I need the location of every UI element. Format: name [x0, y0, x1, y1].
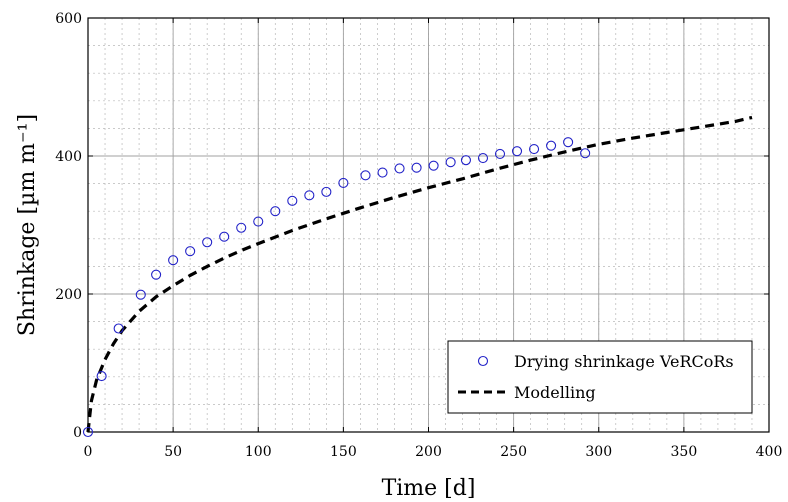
x-tick-label: 250	[500, 444, 527, 460]
data-point	[253, 216, 264, 227]
data-point	[445, 157, 456, 168]
data-point	[135, 289, 146, 300]
data-point	[96, 371, 107, 382]
data-point	[304, 190, 315, 201]
data-point	[428, 160, 439, 171]
modelling-line	[86, 115, 753, 433]
legend: Drying shrinkage VeRCoRs Modelling	[447, 340, 753, 414]
y-tick-label: 200	[55, 287, 82, 303]
data-point	[185, 246, 196, 257]
data-point	[168, 255, 179, 266]
legend-marker-icon	[477, 355, 489, 367]
data-point	[151, 269, 162, 280]
tick-labels: 0 50 100 150 200 250 300 350 400 0 200 400 600	[55, 11, 782, 460]
x-tick-label: 150	[330, 444, 357, 460]
data-point	[82, 426, 94, 438]
data-point	[477, 153, 489, 164]
data-point	[460, 155, 472, 166]
data-point	[377, 167, 388, 178]
y-tick-label: 400	[55, 149, 82, 165]
data-point	[529, 144, 540, 155]
data-point	[411, 162, 422, 173]
data-point	[321, 186, 332, 197]
data-point	[394, 163, 405, 174]
data-point	[287, 195, 298, 206]
legend-label-modelling: Modelling	[514, 383, 596, 402]
x-tick-label: 200	[415, 444, 442, 460]
drying-shrinkage-series	[82, 137, 591, 438]
y-tick-label: 0	[73, 425, 82, 441]
modelling-series	[86, 115, 753, 433]
data-point	[511, 146, 523, 157]
x-tick-label: 400	[756, 444, 783, 460]
x-axis-label: Time [d]	[382, 476, 476, 501]
x-tick-label: 100	[245, 444, 272, 460]
y-tick-label: 600	[55, 11, 82, 27]
data-point	[270, 206, 281, 217]
legend-label-drying-shrinkage: Drying shrinkage VeRCoRs	[514, 352, 734, 371]
data-point	[494, 148, 506, 159]
data-point	[580, 148, 591, 159]
data-point	[113, 323, 124, 334]
data-point	[360, 170, 371, 181]
data-point	[338, 177, 349, 188]
legend-box	[447, 340, 753, 414]
data-point	[219, 231, 230, 242]
data-point	[546, 140, 557, 151]
data-point	[563, 137, 574, 148]
y-axis-label: Shrinkage [µm m⁻¹]	[15, 114, 40, 336]
data-point	[236, 222, 247, 233]
x-tick-label: 300	[585, 444, 612, 460]
x-tick-label: 0	[84, 444, 93, 460]
x-tick-label: 350	[671, 444, 698, 460]
data-point	[202, 237, 213, 248]
x-tick-label: 50	[164, 444, 182, 460]
axis-ticks	[87, 17, 770, 433]
